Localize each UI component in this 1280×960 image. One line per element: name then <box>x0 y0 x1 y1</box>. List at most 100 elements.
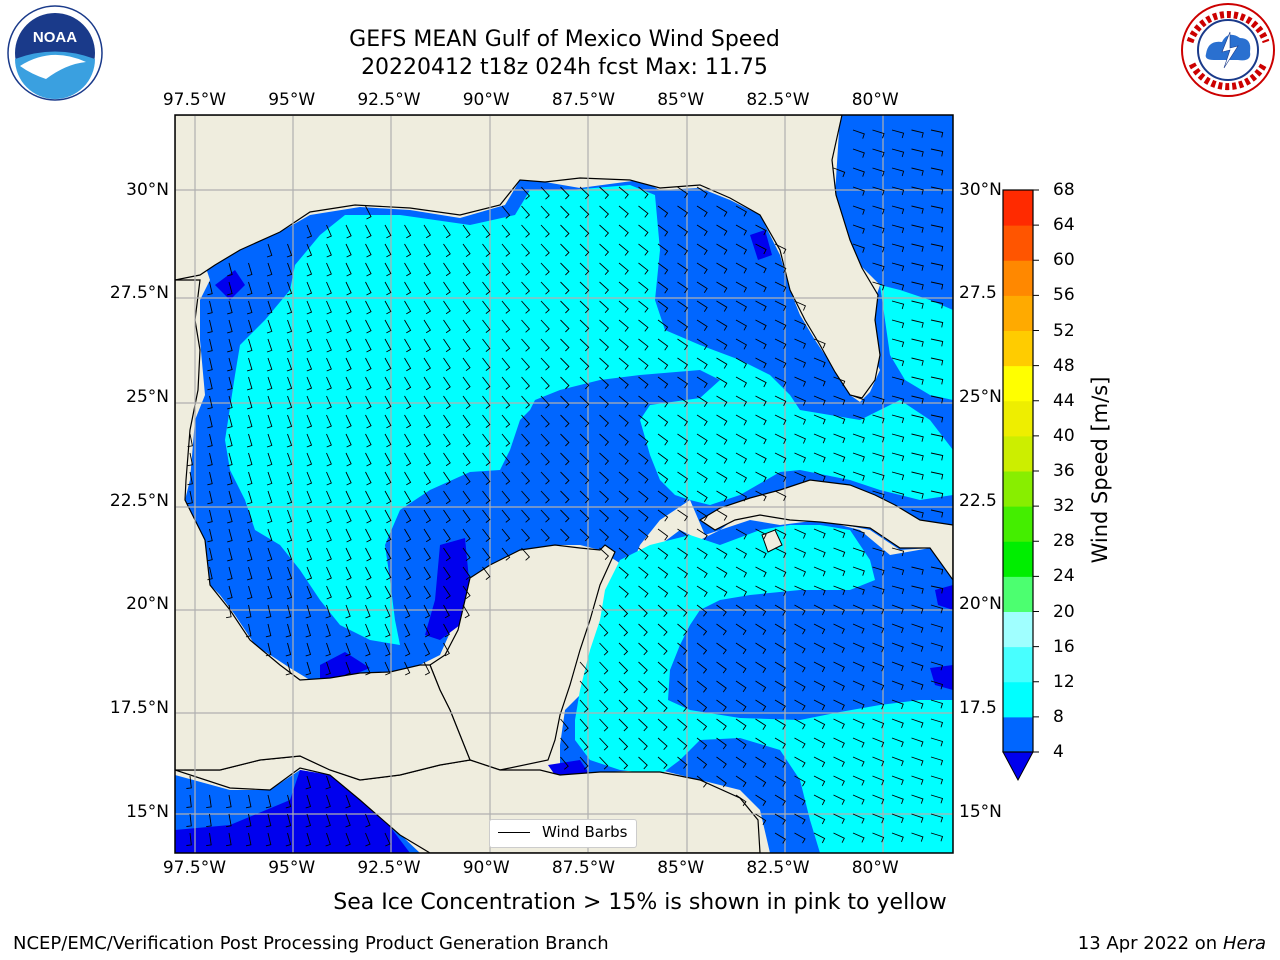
wind-barb <box>774 262 787 273</box>
wind-barb <box>384 281 392 296</box>
wind-barb <box>306 414 313 429</box>
colorbar-tick-label: 12 <box>1053 671 1075 692</box>
wind-barb <box>501 205 511 219</box>
wind-barb <box>716 300 728 312</box>
colorbar-tick-label: 56 <box>1053 285 1075 306</box>
wind-barb <box>930 148 944 157</box>
wind-barb <box>911 661 924 671</box>
wind-barb <box>462 281 471 296</box>
wind-barb <box>755 642 767 654</box>
wind-barb <box>774 794 786 806</box>
wind-barb <box>716 376 728 388</box>
wind-barb <box>423 661 431 676</box>
wind-barb <box>286 319 293 334</box>
wind-barb <box>891 129 905 139</box>
wind-barb <box>696 718 708 731</box>
wind-barb <box>560 319 570 333</box>
wind-barb <box>677 585 689 598</box>
wind-barb <box>365 205 372 220</box>
wind-barb <box>305 813 312 828</box>
colorbar-tick-label: 60 <box>1053 250 1075 271</box>
wind-barb <box>891 300 905 310</box>
wind-barb <box>716 756 727 769</box>
land-mexico-west <box>175 279 471 781</box>
machine-name: Hera <box>1222 933 1266 954</box>
wind-barb <box>677 281 689 294</box>
wind-barb <box>265 604 272 619</box>
wind-barb <box>266 376 273 391</box>
wind-barb <box>286 338 293 353</box>
wind-barb <box>462 243 471 258</box>
wind-barb <box>306 528 313 543</box>
wind-barb <box>286 528 293 543</box>
wind-barb <box>813 338 826 349</box>
wind-barb <box>345 452 352 467</box>
wind-barb <box>794 794 806 806</box>
wind-barb <box>599 395 610 408</box>
wind-barb <box>326 452 332 467</box>
wind-barb <box>872 680 885 691</box>
wind-barb <box>599 452 610 465</box>
wind-barb <box>755 490 767 502</box>
wind-barb <box>423 414 432 429</box>
wind-barb <box>891 737 904 748</box>
wind-barb <box>638 718 648 732</box>
wind-barb <box>325 794 331 809</box>
wind-barb <box>813 680 826 692</box>
wind-barb <box>735 224 748 236</box>
wind-barb <box>246 319 253 334</box>
wind-barb <box>207 357 213 372</box>
plot-frame <box>174 114 954 854</box>
wind-barb <box>891 832 904 843</box>
wind-barb <box>540 205 550 219</box>
lon-tick-top: 85°W <box>657 90 705 110</box>
wind-barb <box>306 357 313 372</box>
wind-barb <box>813 718 826 730</box>
wind-barb <box>735 604 747 617</box>
wind-barb <box>404 281 412 296</box>
wind-barb <box>305 661 312 676</box>
lat-tick-left: 20°N <box>126 594 169 615</box>
wind-barb <box>326 300 332 315</box>
wind-barb <box>462 490 471 505</box>
wind-barb <box>345 490 352 505</box>
wind-barb <box>540 433 550 447</box>
wind-barb <box>540 414 550 428</box>
wind-barb <box>755 471 767 483</box>
wind-barb <box>285 642 292 657</box>
wind-barb <box>482 566 491 580</box>
wind-barb <box>443 414 451 429</box>
wind-barb <box>716 547 728 559</box>
wind-barb <box>579 661 589 675</box>
wind-barb <box>540 528 550 542</box>
wind-barb <box>207 319 213 334</box>
wind-barb <box>696 699 708 712</box>
wind-barb <box>891 376 905 386</box>
wind-barb <box>657 623 668 636</box>
wind-barb <box>872 414 885 424</box>
wind-barb <box>833 794 845 805</box>
wind-barb <box>305 775 312 790</box>
wind-barb <box>794 528 806 539</box>
wind-barb <box>657 737 668 750</box>
wind-barb <box>774 737 786 749</box>
wind-barb <box>735 319 748 331</box>
wind-barb <box>501 338 511 352</box>
wind-barb <box>326 566 332 581</box>
wind-barb <box>423 566 432 581</box>
wind-barb <box>325 661 331 676</box>
wind-barb <box>677 699 688 712</box>
wind-barb <box>501 376 511 390</box>
wind-barb <box>774 756 786 768</box>
wind-barb <box>618 661 629 675</box>
wind-barb <box>404 585 412 600</box>
wind-barb <box>246 547 253 562</box>
wind-barb <box>872 661 885 672</box>
wind-barb <box>384 623 391 638</box>
wind-barb <box>560 262 570 276</box>
wind-barb <box>443 395 451 410</box>
wind-barb <box>911 585 924 594</box>
wind-barb <box>599 661 609 675</box>
wind-barb <box>443 547 451 562</box>
wind-barb <box>462 452 471 467</box>
